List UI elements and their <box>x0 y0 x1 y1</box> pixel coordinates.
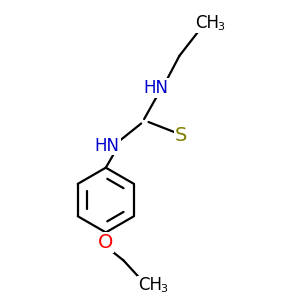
Text: HN: HN <box>95 136 120 154</box>
Text: 3: 3 <box>160 284 167 294</box>
Text: S: S <box>175 126 187 145</box>
Text: O: O <box>98 233 113 252</box>
Text: HN: HN <box>143 79 168 97</box>
Text: 3: 3 <box>217 22 224 32</box>
Text: CH: CH <box>138 276 162 294</box>
Text: CH: CH <box>195 14 219 32</box>
